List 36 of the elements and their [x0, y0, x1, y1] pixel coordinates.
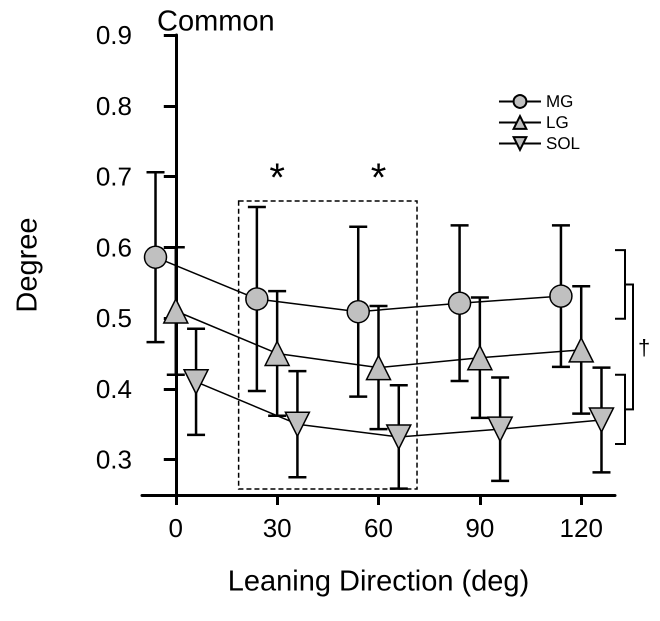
- text: †: [638, 334, 650, 360]
- point: [284, 411, 310, 437]
- y-tick-label: 0.6: [96, 232, 132, 262]
- y-tick-label: 0.4: [96, 374, 132, 404]
- point: [346, 300, 370, 324]
- point: [264, 340, 290, 366]
- annotation: *: [370, 156, 386, 200]
- point: [568, 337, 594, 363]
- y-tick-label: 0.9: [96, 20, 132, 50]
- y-tick-label: 0.5: [96, 303, 132, 334]
- point: [448, 291, 472, 315]
- y-tick-label: 0.3: [96, 444, 132, 475]
- point: [386, 424, 412, 450]
- point: [144, 245, 168, 269]
- annotation: *: [269, 156, 285, 200]
- y-tick-label: 0.8: [96, 90, 132, 121]
- x-tick-label: 30: [262, 513, 292, 543]
- legend-label: SOL: [546, 134, 580, 153]
- x-axis-title: Leaning Direction (deg): [228, 566, 530, 598]
- point: [487, 416, 513, 442]
- x-tick-label: 0: [168, 513, 184, 543]
- x-tick-label: 90: [465, 513, 494, 543]
- chart-title: Common: [157, 6, 275, 38]
- point: [163, 298, 189, 324]
- y-tick-label: 0.7: [96, 162, 132, 192]
- y-axis-title: Degree: [12, 217, 44, 313]
- x-tick-label: 120: [560, 513, 603, 543]
- legend-label: MG: [546, 92, 574, 111]
- point: [467, 344, 493, 370]
- point: [588, 407, 614, 433]
- point: [183, 369, 209, 395]
- point: [549, 284, 573, 308]
- point: [366, 354, 392, 380]
- point: [245, 287, 269, 311]
- x-tick-label: 60: [364, 513, 393, 543]
- legend-label: LG: [546, 113, 569, 132]
